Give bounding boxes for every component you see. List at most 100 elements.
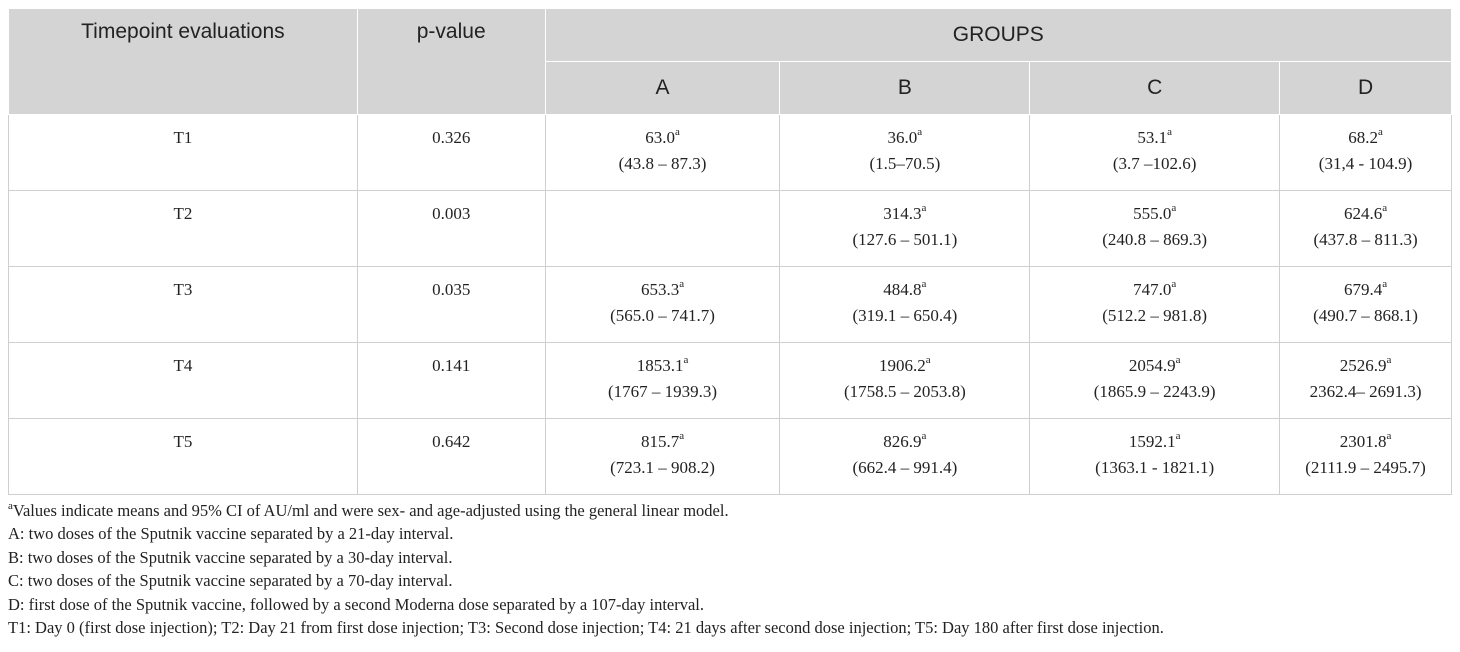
- timepoint-cell: T2: [8, 190, 358, 267]
- mean-value: 1853.1: [636, 356, 684, 375]
- confidence-interval: (565.0 – 741.7): [610, 306, 715, 325]
- footnotes: aValues indicate means and 95% CI of AU/…: [8, 499, 1164, 639]
- confidence-interval: (2111.9 – 2495.7): [1305, 458, 1426, 477]
- mean-value-line: [546, 191, 780, 201]
- pvalue: 0.326: [432, 128, 471, 147]
- group-value-cell: 826.9a (662.4 – 991.4): [779, 418, 1031, 495]
- group-value-cell: 653.3a (565.0 – 741.7): [544, 266, 781, 343]
- timepoint-label: T2: [173, 204, 193, 223]
- timepoint-cell: T4: [8, 342, 358, 419]
- table-row: T5 0.642 815.7a (723.1 – 908.2) 826.9a (662.4…: [8, 418, 1452, 495]
- mean-value-line: 484.8a: [780, 267, 1029, 303]
- mean-value: 2301.8: [1339, 432, 1387, 451]
- header-group-d: D: [1279, 61, 1452, 115]
- pvalue: 0.003: [432, 204, 471, 223]
- superscript-marker: a: [1171, 202, 1177, 215]
- mean-value: 747.0: [1133, 280, 1172, 299]
- timepoint-cell: T3: [8, 266, 358, 343]
- group-value-cell: 53.1a (3.7 –102.6): [1029, 114, 1281, 191]
- footnote-text: Values indicate means and 95% CI of AU/m…: [12, 501, 729, 520]
- mean-value: 36.0: [887, 128, 918, 147]
- group-value-cell: 68.2a (31,4 - 104.9): [1279, 114, 1452, 191]
- mean-value-line: 1592.1a: [1030, 419, 1279, 455]
- timepoint-label: T4: [173, 356, 193, 375]
- superscript-marker: a: [1175, 354, 1181, 367]
- mean-value-line: 63.0a: [546, 115, 780, 151]
- group-value-cell: 747.0a (512.2 – 981.8): [1029, 266, 1281, 343]
- table-row: T1 0.326 63.0a (43.8 – 87.3) 36.0a (1.5–70.5)…: [8, 114, 1452, 191]
- pvalue-cell: 0.326: [356, 114, 546, 191]
- mean-value: 826.9: [883, 432, 922, 451]
- confidence-interval: 2362.4– 2691.3): [1309, 382, 1422, 401]
- superscript-marker: a: [925, 354, 931, 367]
- group-value-cell: [544, 190, 781, 267]
- group-value-cell: 2054.9a (1865.9 – 2243.9): [1029, 342, 1281, 419]
- superscript-marker: a: [1171, 278, 1177, 291]
- table-row: T2 0.003 314.3a (127.6 – 501.1) 555.0a (240.8…: [8, 190, 1452, 267]
- footnote-line: D: first dose of the Sputnik vaccine, fo…: [8, 594, 705, 614]
- header-pvalue: p-value: [356, 8, 546, 115]
- group-value-cell: 555.0a (240.8 – 869.3): [1029, 190, 1281, 267]
- group-value-cell: 1853.1a (1767 – 1939.3): [544, 342, 781, 419]
- pvalue-cell: 0.003: [356, 190, 546, 267]
- timepoint-label: T3: [173, 280, 193, 299]
- mean-value: 68.2: [1348, 128, 1378, 147]
- confidence-interval: (240.8 – 869.3): [1102, 230, 1208, 249]
- mean-value: 63.0: [645, 128, 675, 147]
- mean-value-line: 53.1a: [1030, 115, 1279, 151]
- mean-value-line: 679.4a: [1280, 267, 1451, 303]
- mean-value-line: 815.7a: [546, 419, 780, 455]
- group-value-cell: 1592.1a (1363.1 - 1821.1): [1029, 418, 1281, 495]
- superscript-marker: a: [1175, 430, 1181, 443]
- mean-value: 815.7: [640, 432, 680, 451]
- group-value-cell: 815.7a (723.1 – 908.2): [544, 418, 781, 495]
- mean-value-line: 1906.2a: [780, 343, 1029, 379]
- group-value-cell: 2301.8a (2111.9 – 2495.7): [1279, 418, 1452, 495]
- results-table: Timepoint evaluations p-value GROUPS A B…: [8, 8, 1453, 495]
- mean-value-line: 747.0a: [1030, 267, 1279, 303]
- superscript-marker: a: [1386, 430, 1392, 443]
- footnote-line: A: two doses of the Sputnik vaccine sepa…: [8, 524, 454, 544]
- confidence-interval: (319.1 – 650.4): [852, 306, 958, 325]
- group-value-cell: 63.0a (43.8 – 87.3): [544, 114, 781, 191]
- confidence-interval: (490.7 – 868.1): [1313, 306, 1418, 325]
- footnote-line: B: two doses of the Sputnik vaccine sepa…: [8, 547, 453, 567]
- mean-value-line: 68.2a: [1280, 115, 1451, 151]
- mean-value: 2526.9: [1339, 356, 1387, 375]
- pvalue-cell: 0.141: [356, 342, 546, 419]
- pvalue: 0.035: [432, 280, 471, 299]
- footnote-a: aValues indicate means and 95% CI of AU/…: [8, 499, 1164, 522]
- superscript-marker: a: [683, 354, 689, 367]
- superscript-marker: a: [1167, 126, 1172, 139]
- mean-value: 1906.2: [879, 356, 926, 375]
- superscript-marker: a: [1386, 354, 1392, 367]
- header-group-b: B: [779, 61, 1031, 115]
- group-value-cell: 679.4a (490.7 – 868.1): [1279, 266, 1452, 343]
- group-value-cell: 2526.9a 2362.4– 2691.3): [1279, 342, 1452, 419]
- timepoint-label: T5: [173, 432, 193, 451]
- group-value-cell: 484.8a (319.1 – 650.4): [779, 266, 1031, 343]
- group-value-cell: 624.6a (437.8 – 811.3): [1279, 190, 1452, 267]
- superscript-marker: a: [921, 202, 927, 215]
- superscript-marker: a: [921, 430, 927, 443]
- mean-value: 624.6: [1343, 204, 1383, 223]
- header-groups: GROUPS: [544, 8, 1453, 62]
- mean-value-line: 826.9a: [780, 419, 1029, 455]
- footnote-marker: a: [8, 499, 13, 512]
- header-group-a: A: [544, 61, 781, 115]
- superscript-marker: a: [679, 430, 685, 443]
- footnote-line: C: two doses of the Sputnik vaccine sepa…: [8, 571, 453, 591]
- mean-value: 1592.1: [1128, 432, 1176, 451]
- confidence-interval: (1865.9 – 2243.9): [1093, 382, 1216, 401]
- superscript-marker: a: [917, 126, 923, 139]
- superscript-marker: a: [1382, 202, 1388, 215]
- timepoint-cell: T5: [8, 418, 358, 495]
- confidence-interval: (1363.1 - 1821.1): [1095, 458, 1215, 477]
- mean-value-line: 653.3a: [546, 267, 780, 303]
- group-value-cell: 1906.2a (1758.5 – 2053.8): [779, 342, 1031, 419]
- confidence-interval: (723.1 – 908.2): [610, 458, 715, 477]
- footnote-line: T1: Day 0 (first dose injection); T2: Da…: [8, 617, 1164, 637]
- timepoint-cell: T1: [8, 114, 358, 191]
- mean-value-line: 36.0a: [780, 115, 1029, 151]
- confidence-interval: (43.8 – 87.3): [618, 154, 707, 173]
